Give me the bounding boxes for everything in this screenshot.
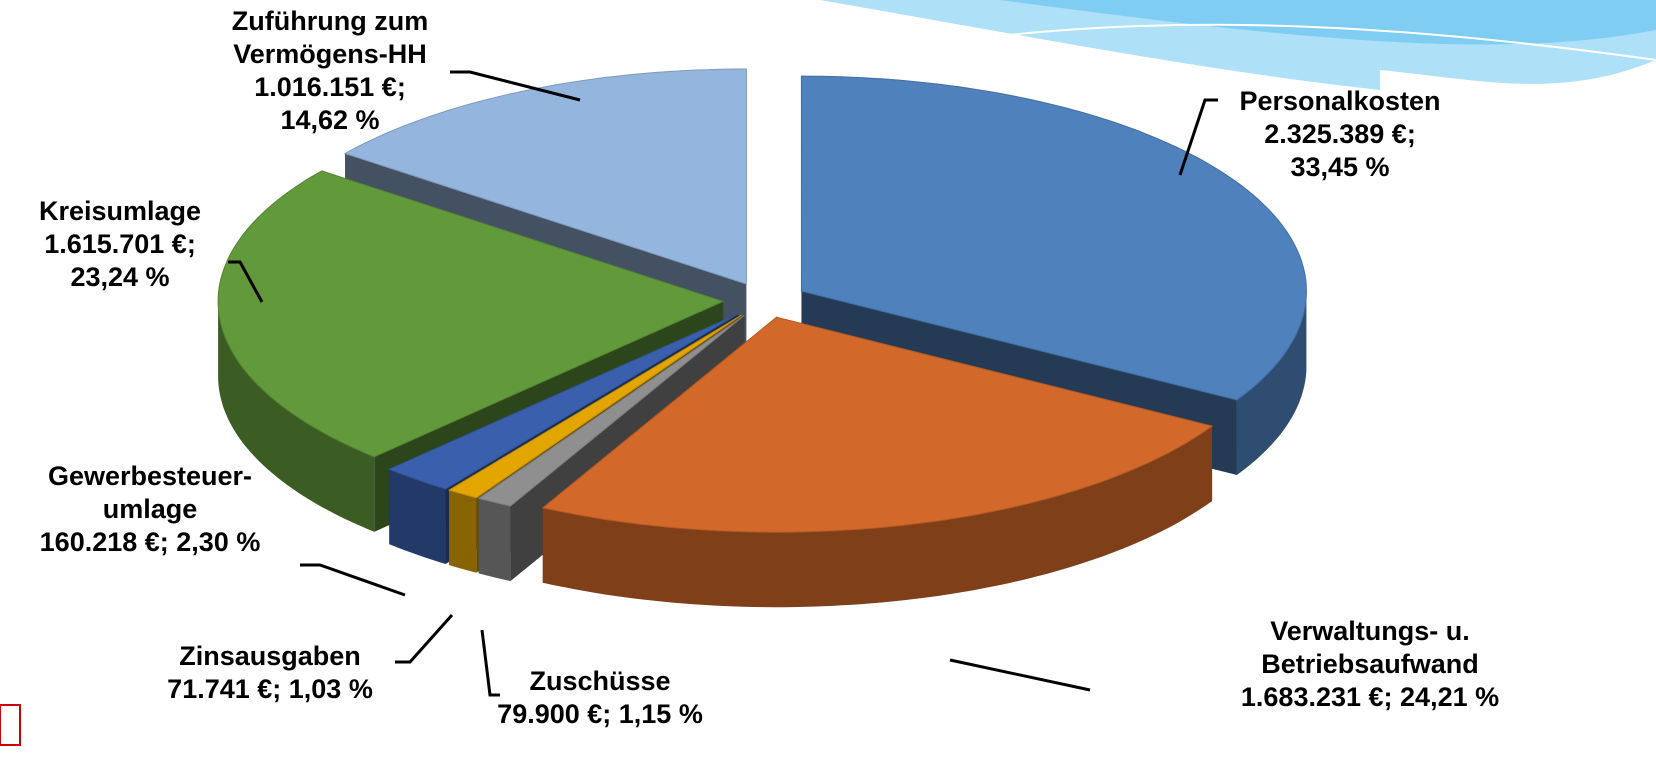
slice <box>447 314 743 499</box>
logo <box>0 704 21 746</box>
slice-label: Kreisumlage 1.615.701 €; 23,24 % <box>5 195 235 294</box>
label-value: 1.016.151 €; <box>254 72 406 102</box>
label-name: Zuschüsse <box>529 666 671 696</box>
label-percent: 33,45 % <box>1290 152 1390 182</box>
slice <box>541 316 1214 533</box>
leader-line <box>949 658 1091 692</box>
label-value: 160.218 €; <box>39 527 177 557</box>
slice-label: Zuführung zum Vermögens-HH 1.016.151 €; 14… <box>195 5 465 137</box>
label-name: Zinsausgaben <box>179 641 361 671</box>
slice-wall <box>478 498 511 582</box>
label-name: Verwaltungs- u. Betriebsaufwand <box>1261 616 1479 679</box>
label-percent: 1,03 % <box>288 674 373 704</box>
leader-line <box>228 260 264 303</box>
leader-line <box>300 563 406 597</box>
label-name: Gewerbesteuer-umlage <box>47 461 253 524</box>
label-percent: 24,21 % <box>1400 682 1500 712</box>
slice <box>217 170 725 458</box>
slice <box>388 313 739 490</box>
decor-swoosh <box>1000 0 1656 45</box>
slice-label: Gewerbesteuer-umlage 160.218 €; 2,30 % <box>5 460 295 559</box>
slice-label: Personalkosten 2.325.389 €; 33,45 % <box>1190 85 1490 184</box>
leader-line <box>480 629 500 697</box>
label-name: Personalkosten <box>1239 86 1441 116</box>
label-value: 2.325.389 €; <box>1264 119 1416 149</box>
slice-wall <box>542 426 1213 608</box>
label-percent: 2,30 % <box>176 527 261 557</box>
leaders <box>228 70 1218 697</box>
slice-label: Zuschüsse 79.900 €; 1,15 % <box>450 665 750 731</box>
leader-line <box>1178 98 1218 176</box>
label-value: 71.741 €; <box>167 674 289 704</box>
label-percent: 23,24 % <box>70 262 170 292</box>
label-percent: 1,15 % <box>618 699 703 729</box>
slice-wall <box>389 469 446 564</box>
decor-line <box>899 23 1656 61</box>
label-name: Zuführung zum Vermögens-HH <box>231 6 429 69</box>
label-value: 79.900 €; <box>497 699 619 729</box>
slice <box>343 68 747 285</box>
label-name: Kreisumlage <box>38 196 202 226</box>
slice-label: Zinsausgaben 71.741 €; 1,03 % <box>140 640 400 706</box>
leader-line <box>450 70 581 102</box>
slice <box>477 315 745 507</box>
slice-wall <box>1236 291 1307 475</box>
leader-line <box>395 614 454 664</box>
label-percent: 14,62 % <box>280 105 380 135</box>
pie <box>217 68 1307 608</box>
slice-label: Verwaltungs- u. Betriebsaufwand 1.683.231… <box>1160 615 1580 714</box>
label-value: 1.615.701 €; <box>44 229 196 259</box>
slice <box>800 75 1307 401</box>
label-value: 1.683.231 €; <box>1240 682 1401 712</box>
slice-wall <box>449 490 477 573</box>
